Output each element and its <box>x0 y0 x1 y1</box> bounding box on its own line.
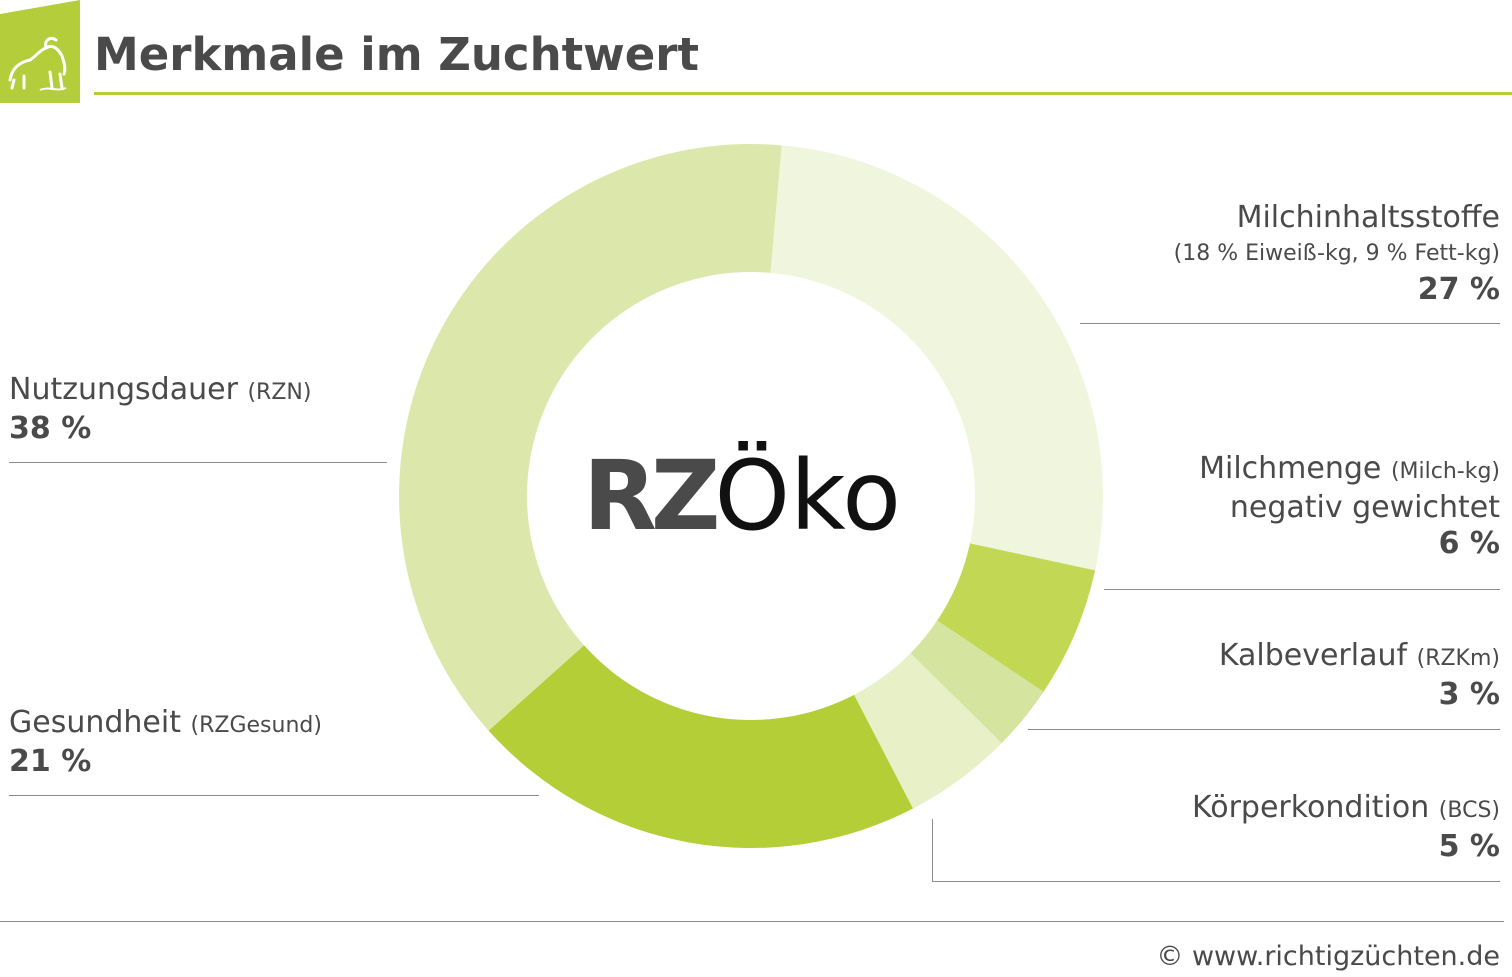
label-koerperkondition: Körperkondition (BCS) 5 % <box>1192 790 1500 865</box>
title-underline <box>94 92 1512 95</box>
center-label-rz: RZ <box>583 440 721 552</box>
leader-line-kalbeverlauf <box>1028 729 1500 730</box>
label-value: 38 % <box>9 411 92 446</box>
label-name: Milchmenge <box>1199 451 1382 486</box>
center-label-oko: Öko <box>714 440 901 552</box>
label-milchmenge: Milchmenge (Milch-kg) negativ gewichtet … <box>1199 451 1500 562</box>
label-value: 6 % <box>1438 526 1500 561</box>
donut-slice-kalbeverlauf <box>910 620 1044 744</box>
donut-slice-körperkondition <box>854 653 1002 809</box>
footer-divider <box>0 921 1504 922</box>
leader-line-koerperkondition <box>932 881 1500 882</box>
label-detail-2: negativ gewichtet <box>1229 490 1500 525</box>
center-label: RZÖko <box>583 440 901 552</box>
cow-logo <box>0 0 80 103</box>
label-nutzungsdauer: Nutzungsdauer (RZN) 38 % <box>9 372 311 447</box>
label-detail: (RZKm) <box>1416 646 1500 671</box>
label-value: 21 % <box>9 744 92 779</box>
leader-line-nutzungsdauer <box>9 462 387 463</box>
donut-slice-milchmenge <box>937 543 1096 692</box>
label-name: Gesundheit <box>9 705 181 740</box>
label-detail: (RZN) <box>247 380 312 405</box>
label-name: Milchinhaltsstoffe <box>1236 200 1500 235</box>
label-name: Kalbeverlauf <box>1218 638 1408 673</box>
label-value: 5 % <box>1438 829 1500 864</box>
leader-line-milchinhaltsstoffe <box>1080 323 1500 324</box>
cow-icon <box>0 0 80 103</box>
label-detail: (Milch-kg) <box>1390 459 1500 484</box>
label-value: 3 % <box>1438 677 1500 712</box>
donut-slice-milchinhaltsstoffe <box>770 145 1103 571</box>
label-detail: (RZGesund) <box>190 713 322 738</box>
label-name: Körperkondition <box>1192 790 1430 825</box>
donut-slice-nutzungsdauer <box>398 144 782 731</box>
page-title: Merkmale im Zuchtwert <box>94 28 699 81</box>
leader-line-gesundheit <box>9 795 539 796</box>
label-detail: (BCS) <box>1438 798 1500 823</box>
copyright-text: © www.richtigzüchten.de <box>1156 941 1500 972</box>
label-value: 27 % <box>1417 272 1500 307</box>
label-kalbeverlauf: Kalbeverlauf (RZKm) 3 % <box>1219 638 1500 713</box>
label-detail: (18 % Eiweiß-kg, 9 % Fett-kg) <box>1173 241 1500 266</box>
donut-slice-gesundheit <box>488 645 913 848</box>
label-name: Nutzungsdauer <box>9 372 238 407</box>
leader-line-milchmenge <box>1104 589 1500 590</box>
label-gesundheit: Gesundheit (RZGesund) 21 % <box>9 705 322 780</box>
label-milchinhaltsstoffe: Milchinhaltsstoffe (18 % Eiweiß-kg, 9 % … <box>1174 200 1500 308</box>
leader-line-koerperkondition-vertical <box>932 819 933 882</box>
